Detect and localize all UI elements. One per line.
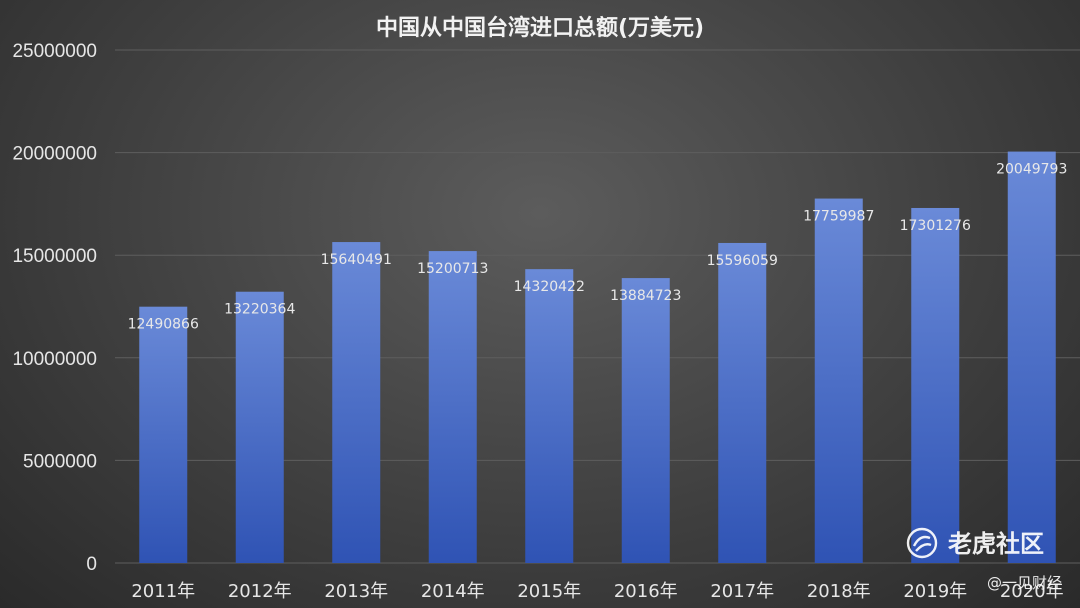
x-tick-label: 2015年 <box>517 581 581 602</box>
data-label: 15596059 <box>707 253 778 269</box>
data-label: 13884723 <box>610 288 681 304</box>
y-tick-label: 5000000 <box>23 451 97 472</box>
y-tick-label: 15000000 <box>12 246 97 267</box>
tiger-community-watermark: 老虎社区 <box>906 527 1044 559</box>
x-tick-label: 2017年 <box>710 581 774 602</box>
brand-watermark-text: 老虎社区 <box>948 530 1044 558</box>
chart-title: 中国从中国台湾进口总额(万美元) <box>376 15 704 41</box>
data-label: 13220364 <box>224 302 295 318</box>
data-label: 17759987 <box>803 209 874 225</box>
data-labels: 12490866 13220364 15640491 15200713 14320422… <box>128 162 1068 333</box>
bar <box>428 251 477 564</box>
data-label: 12490866 <box>128 317 199 333</box>
x-axis: 2011年 2012年 2013年 2014年 2015年 2016年 2017年 2018年… <box>131 581 1063 602</box>
bar <box>1007 151 1056 563</box>
bar <box>814 198 863 563</box>
y-tick-label: 0 <box>86 554 97 575</box>
y-axis: 0 5000000 10000000 15000000 20000000 25000000 <box>12 41 97 575</box>
bar <box>332 242 381 563</box>
bar <box>525 269 574 563</box>
x-tick-label: 2011年 <box>131 581 195 602</box>
y-tick-label: 10000000 <box>12 349 97 370</box>
y-tick-label: 20000000 <box>12 144 97 165</box>
bar <box>621 278 670 563</box>
x-tick-label: 2016年 <box>614 581 678 602</box>
bars <box>139 151 1056 564</box>
data-label: 15200713 <box>417 261 488 277</box>
bar <box>139 306 188 563</box>
data-label: 20049793 <box>996 162 1067 178</box>
data-label: 14320422 <box>514 279 585 295</box>
data-label: 17301276 <box>900 218 971 234</box>
x-tick-label: 2019年 <box>903 581 967 602</box>
y-tick-label: 25000000 <box>12 41 97 62</box>
tiger-community-logo-icon <box>906 527 938 559</box>
x-tick-label: 2012年 <box>228 581 292 602</box>
x-tick-label: 2014年 <box>421 581 485 602</box>
bar <box>235 291 284 563</box>
x-tick-label: 2013年 <box>324 581 388 602</box>
bar <box>718 242 767 563</box>
source-watermark-text: @一见财经 <box>987 574 1062 592</box>
bar <box>911 207 960 563</box>
x-tick-label: 2018年 <box>807 581 871 602</box>
x-tick-label: 2020年 <box>1000 581 1064 602</box>
data-label: 15640491 <box>321 252 392 268</box>
